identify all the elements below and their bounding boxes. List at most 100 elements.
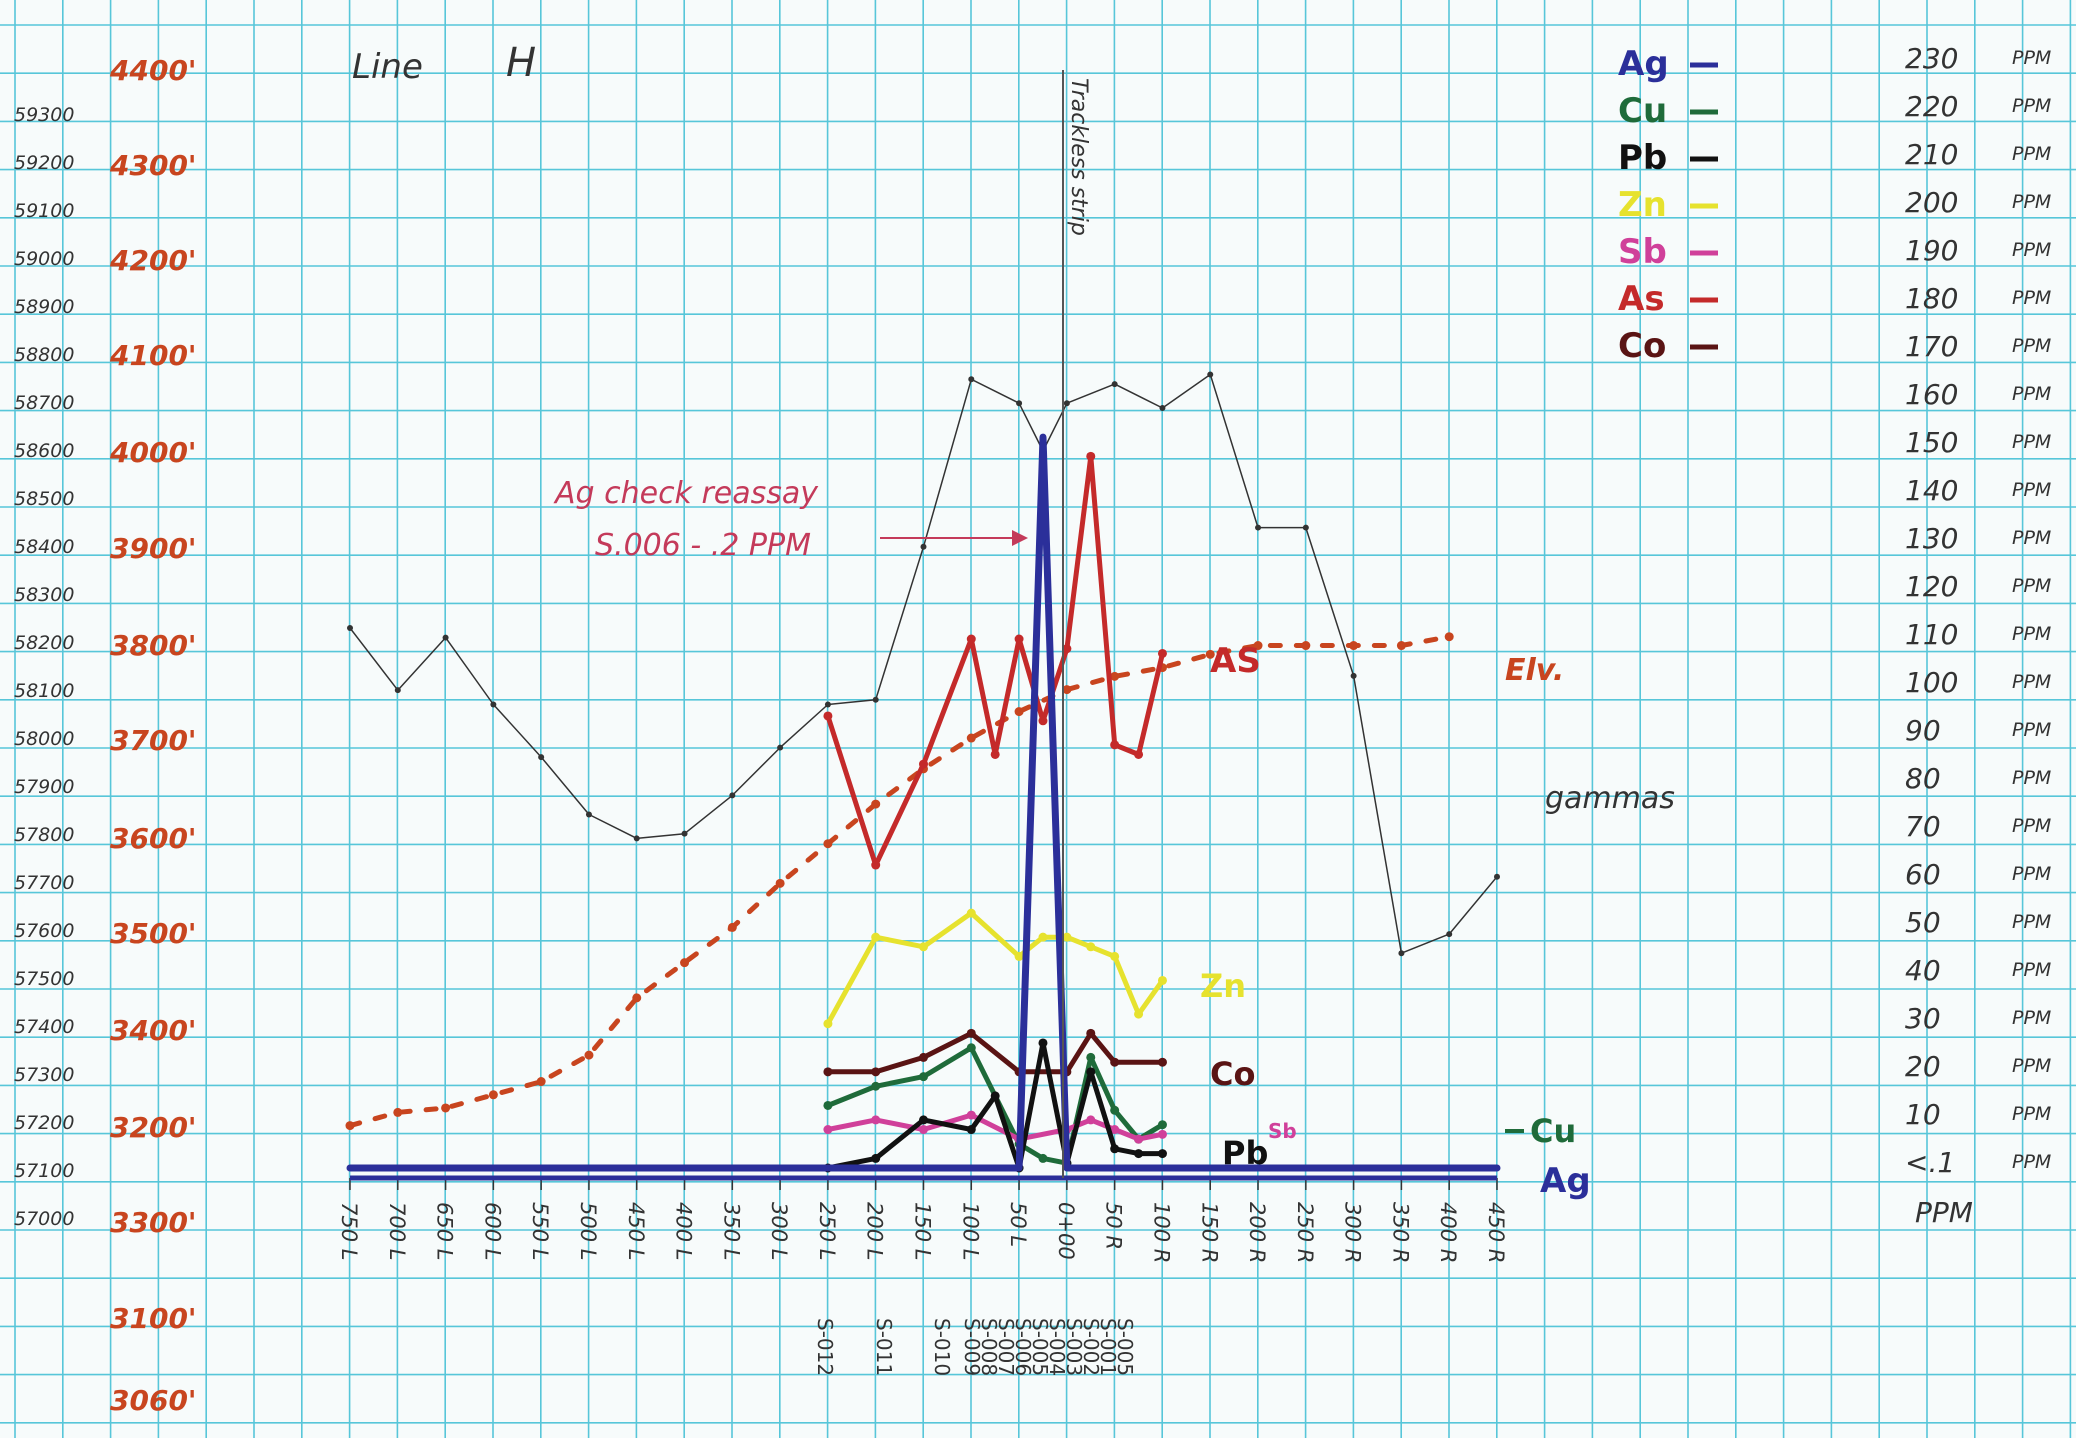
data-point-sb	[919, 1125, 928, 1135]
data-point-gammas	[538, 754, 545, 761]
ppm-tick-unit: PPM	[2012, 767, 2051, 789]
data-point-pb	[1110, 1144, 1120, 1154]
ppm-tick-unit: PPM	[2012, 719, 2051, 741]
ppm-tick-value: 80	[1905, 762, 1941, 795]
station-tick-label: 50 L	[1006, 1202, 1030, 1247]
ppm-tick-value: 230	[1905, 42, 1958, 75]
legend-label-sb: Sb	[1618, 232, 1667, 272]
sample-id-label: S-005	[1113, 1318, 1137, 1376]
ppm-tick-unit: PPM	[2012, 383, 2051, 405]
elevation-tick-label: 3600'	[110, 822, 197, 855]
series-line-sb	[825, 1112, 1165, 1142]
data-point-gammas	[1063, 400, 1070, 407]
elevation-tick-label: 3300'	[110, 1206, 197, 1239]
gammas-tick-label: 57400	[14, 1016, 74, 1038]
data-point-pb	[1134, 1149, 1144, 1159]
data-point-elv	[1396, 641, 1406, 651]
gammas-tick-label: 57900	[14, 776, 74, 798]
elevation-tick-label: 4200'	[109, 244, 197, 277]
elevation-tick-label: 3200'	[110, 1111, 197, 1144]
legend-label-zn: Zn	[1618, 185, 1667, 225]
ppm-tick-value: 30	[1905, 1002, 1941, 1035]
data-point-pb	[1157, 1149, 1167, 1159]
label-gammas: gammas	[1545, 781, 1675, 816]
ppm-tick-value: 20	[1905, 1050, 1941, 1083]
data-point-elv	[1110, 671, 1120, 681]
data-point-elv	[1349, 641, 1359, 651]
ppm-axis: 230 PPM 220 PPM 210 PPM 200 PPM 190 PPM 180 PPM 170 P…	[1905, 42, 2051, 1229]
data-point-elv	[727, 922, 737, 932]
data-point-zn	[1062, 932, 1072, 942]
sample-id-label: S-009	[960, 1318, 984, 1376]
data-point-gammas	[1207, 371, 1214, 378]
data-point-gammas	[1446, 931, 1453, 938]
data-point-pb	[1086, 1067, 1096, 1077]
data-point-pb	[871, 1153, 881, 1163]
data-point-elv	[871, 799, 881, 809]
ppm-tick-value: 110	[1905, 618, 1958, 651]
data-point-gammas	[1494, 873, 1500, 880]
elevation-tick-label: 3800'	[110, 629, 197, 662]
ppm-tick-value: 130	[1905, 522, 1958, 555]
elevation-axis: 4400' 4300' 4200' 4100' 4000' 3900' 3800' 3700'…	[109, 54, 197, 1417]
data-point-as	[1062, 644, 1072, 654]
ppm-axis-unit: PPM	[1915, 1196, 1973, 1229]
sample-id-label: S-011	[872, 1318, 896, 1376]
data-point-gammas	[394, 687, 401, 694]
elevation-tick-label: 3100'	[110, 1302, 197, 1335]
ppm-tick-unit: PPM	[2012, 287, 2051, 309]
data-point-gammas	[347, 625, 353, 631]
label-co: Co	[1210, 1055, 1255, 1093]
ppm-tick-value: 70	[1905, 810, 1941, 843]
station-tick-label: 200 L	[863, 1202, 887, 1260]
ppm-tick-unit: PPM	[2012, 191, 2051, 213]
data-point-sb	[871, 1115, 881, 1125]
station-tick-label: 250 L	[815, 1202, 839, 1260]
gammas-tick-label: 59000	[14, 248, 74, 270]
gammas-tick-label: 58900	[14, 296, 74, 318]
station-tick-label: 400 R	[1436, 1202, 1460, 1263]
data-point-gammas	[490, 701, 497, 708]
station-tick-label: 350 L	[719, 1202, 743, 1260]
data-point-gammas	[824, 701, 831, 708]
ppm-tick-value: 200	[1905, 186, 1958, 219]
ppm-tick-unit: PPM	[2012, 335, 2051, 357]
elevation-tick-label: 3400'	[110, 1014, 197, 1047]
ppm-tick-value: 10	[1905, 1098, 1941, 1131]
ppm-tick-unit: PPM	[2012, 1055, 2051, 1077]
data-point-as	[919, 759, 928, 769]
station-tick-label: 750 L	[337, 1202, 361, 1260]
ppm-tick-value: 40	[1905, 954, 1941, 987]
data-point-pb	[919, 1115, 928, 1125]
sample-id-label: S-006	[1011, 1318, 1035, 1376]
data-point-gammas	[1350, 672, 1357, 679]
data-point-elv	[488, 1090, 498, 1100]
data-point-co	[1086, 1028, 1096, 1038]
ppm-tick-unit: PPM	[2012, 527, 2051, 549]
data-point-as	[1134, 749, 1144, 759]
station-tick-label: 150 L	[911, 1202, 935, 1260]
annotation-reassay-title: Ag check reassay	[553, 476, 819, 511]
data-point-sb	[1086, 1115, 1096, 1125]
data-point-elv	[441, 1103, 451, 1113]
station-tick-label: 100 L	[958, 1202, 982, 1260]
gammas-tick-label: 57100	[14, 1160, 74, 1182]
gammas-tick-label: 58200	[14, 632, 74, 654]
gammas-tick-label: 59200	[14, 152, 74, 174]
data-point-gammas	[729, 792, 736, 799]
data-point-elv	[393, 1107, 403, 1117]
data-point-zn	[823, 1019, 833, 1029]
station-tick-label: 400 L	[672, 1202, 696, 1260]
data-point-co	[871, 1067, 881, 1077]
gammas-tick-label: 58500	[14, 488, 74, 510]
elevation-tick-label: 3700'	[110, 724, 197, 757]
data-point-zn	[919, 942, 928, 952]
ppm-tick-unit: PPM	[2012, 863, 2051, 885]
ppm-tick-value: 150	[1905, 426, 1958, 459]
series-line-gammas	[349, 373, 1498, 954]
gammas-tick-label: 58700	[14, 392, 74, 414]
series-labels: AS Elv. gammas Zn Co Cu Pb Sb Ag	[1200, 641, 1675, 1201]
data-point-zn	[1157, 975, 1167, 985]
